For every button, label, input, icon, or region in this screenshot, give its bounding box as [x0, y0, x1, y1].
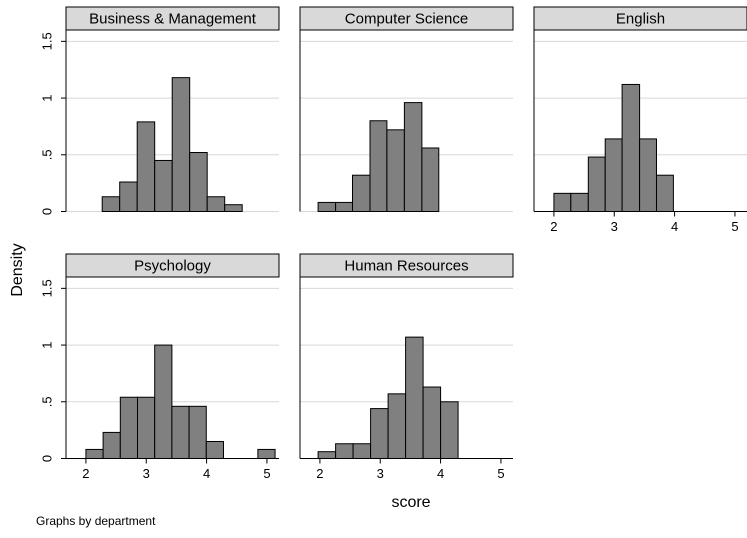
bar [206, 196, 226, 213]
x-tick-label: 5 [731, 219, 738, 234]
y-tick-label: 1 [39, 341, 54, 348]
panel-title: Business & Management [89, 10, 257, 27]
panel-header [65, 253, 280, 278]
x-tick-label: 5 [263, 466, 270, 481]
bar [440, 401, 459, 459]
panel-header [65, 6, 280, 31]
bar [85, 448, 104, 459]
panel-title: English [616, 10, 665, 27]
bar [405, 336, 424, 460]
y-tick-label: .5 [39, 149, 54, 160]
x-tick-label: 3 [143, 466, 150, 481]
bar [154, 344, 173, 459]
panel-header [299, 6, 514, 31]
y-axis-label: Density [9, 243, 26, 296]
bar [119, 181, 138, 213]
bar [188, 405, 207, 460]
bar [189, 152, 208, 212]
x-tick-label: 3 [377, 466, 384, 481]
x-axis-label: score [391, 494, 430, 511]
bar [655, 174, 674, 212]
bar [119, 396, 139, 459]
bar [257, 448, 276, 459]
x-tick-label: 5 [497, 466, 504, 481]
bar [351, 174, 371, 212]
bar [387, 393, 407, 460]
bar [422, 386, 442, 459]
bar [317, 201, 337, 213]
x-tick-label: 4 [437, 466, 444, 481]
bar [224, 204, 243, 213]
panel-title: Computer Science [345, 10, 468, 27]
bar [317, 451, 337, 460]
bar [154, 159, 173, 212]
bar [403, 102, 423, 212]
bar [171, 405, 190, 460]
note: Graphs by department [36, 514, 156, 528]
bar [553, 192, 572, 213]
panel-header [533, 6, 747, 31]
bar [101, 196, 121, 213]
bar [421, 147, 440, 213]
y-tick-label: 1.5 [39, 32, 54, 50]
bar [621, 83, 641, 212]
bar [370, 408, 389, 459]
panel-title: Human Resources [344, 257, 468, 274]
bar [335, 443, 354, 459]
bar [136, 121, 156, 212]
bar [171, 77, 191, 212]
x-tick-label: 4 [671, 219, 678, 234]
x-tick-label: 2 [82, 466, 89, 481]
y-tick-label: 1 [39, 94, 54, 101]
panel-header [299, 253, 514, 278]
bar [604, 138, 623, 212]
bar [102, 431, 121, 459]
bar [352, 443, 372, 459]
x-tick-label: 2 [550, 219, 557, 234]
x-tick-label: 2 [316, 466, 323, 481]
bar [639, 138, 657, 212]
bar [587, 156, 606, 213]
panel-title: Psychology [134, 257, 211, 274]
y-tick-label: 0 [39, 455, 54, 462]
bar [570, 192, 589, 213]
x-tick-label: 4 [203, 466, 210, 481]
y-tick-label: 1.5 [39, 279, 54, 297]
y-tick-label: 0 [39, 208, 54, 215]
bar [335, 201, 353, 213]
y-tick-label: .5 [39, 396, 54, 407]
bar [137, 396, 156, 459]
bar [386, 129, 405, 212]
bar [205, 440, 224, 459]
bar [369, 120, 388, 212]
x-tick-label: 3 [611, 219, 618, 234]
